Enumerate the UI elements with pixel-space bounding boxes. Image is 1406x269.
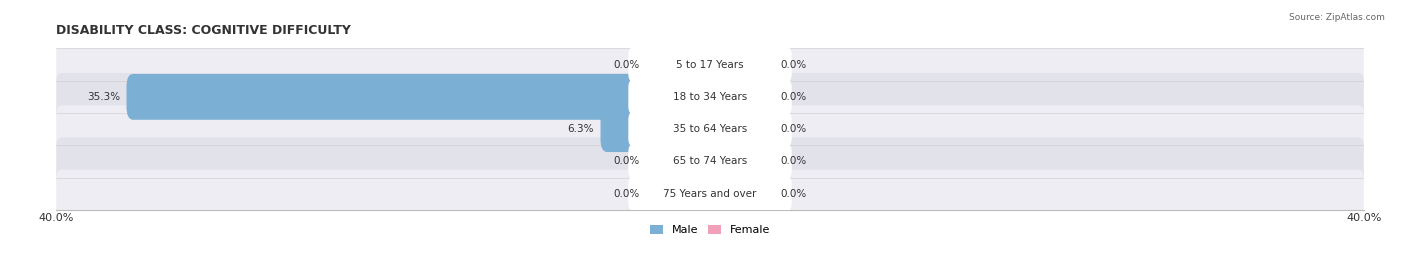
FancyBboxPatch shape	[703, 139, 773, 184]
FancyBboxPatch shape	[628, 144, 792, 178]
Text: 0.0%: 0.0%	[780, 189, 807, 199]
FancyBboxPatch shape	[56, 41, 1364, 89]
Text: 0.0%: 0.0%	[780, 124, 807, 134]
Text: 0.0%: 0.0%	[780, 92, 807, 102]
FancyBboxPatch shape	[628, 48, 792, 82]
FancyBboxPatch shape	[628, 112, 792, 146]
FancyBboxPatch shape	[628, 177, 792, 211]
Text: 18 to 34 Years: 18 to 34 Years	[673, 92, 747, 102]
FancyBboxPatch shape	[703, 106, 773, 152]
FancyBboxPatch shape	[127, 74, 717, 120]
Text: 6.3%: 6.3%	[568, 124, 593, 134]
Text: 35.3%: 35.3%	[87, 92, 120, 102]
FancyBboxPatch shape	[647, 171, 717, 217]
Text: 65 to 74 Years: 65 to 74 Years	[673, 156, 747, 167]
Text: 35 to 64 Years: 35 to 64 Years	[673, 124, 747, 134]
Legend: Male, Female: Male, Female	[645, 220, 775, 240]
Text: 0.0%: 0.0%	[780, 156, 807, 167]
FancyBboxPatch shape	[56, 137, 1364, 185]
FancyBboxPatch shape	[703, 171, 773, 217]
Text: 0.0%: 0.0%	[613, 189, 640, 199]
Text: 5 to 17 Years: 5 to 17 Years	[676, 59, 744, 70]
FancyBboxPatch shape	[647, 42, 717, 87]
FancyBboxPatch shape	[628, 80, 792, 114]
FancyBboxPatch shape	[56, 105, 1364, 153]
Text: 0.0%: 0.0%	[780, 59, 807, 70]
Text: Source: ZipAtlas.com: Source: ZipAtlas.com	[1289, 13, 1385, 22]
FancyBboxPatch shape	[703, 42, 773, 87]
FancyBboxPatch shape	[600, 106, 717, 152]
Text: 0.0%: 0.0%	[613, 59, 640, 70]
FancyBboxPatch shape	[56, 170, 1364, 218]
FancyBboxPatch shape	[56, 73, 1364, 121]
Text: 0.0%: 0.0%	[613, 156, 640, 167]
Text: 75 Years and over: 75 Years and over	[664, 189, 756, 199]
Text: DISABILITY CLASS: COGNITIVE DIFFICULTY: DISABILITY CLASS: COGNITIVE DIFFICULTY	[56, 24, 352, 37]
FancyBboxPatch shape	[703, 74, 773, 120]
FancyBboxPatch shape	[647, 139, 717, 184]
